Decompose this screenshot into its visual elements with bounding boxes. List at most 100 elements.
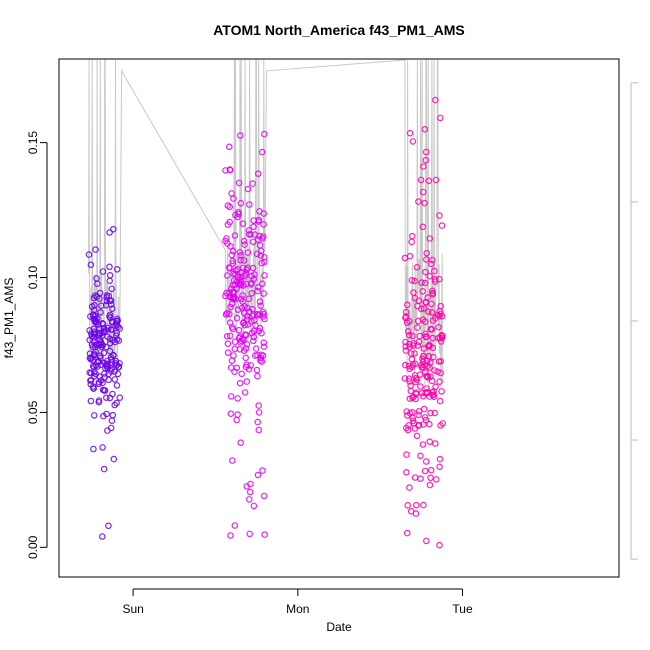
data-point (230, 195, 237, 202)
data-point (238, 337, 245, 345)
data-point (437, 369, 444, 377)
data-point (255, 216, 263, 224)
data-point (229, 457, 236, 464)
data-point (234, 306, 242, 314)
data-point (421, 414, 429, 421)
data-point (106, 347, 114, 355)
data-point (402, 347, 410, 354)
data-point (415, 198, 422, 205)
data-point (256, 298, 264, 306)
data-point (226, 166, 234, 174)
data-point (234, 411, 241, 418)
data-point (432, 176, 440, 184)
data-point (438, 388, 445, 395)
data-point (98, 343, 106, 351)
data-point (228, 300, 236, 308)
x-tick-label: Sun (122, 602, 143, 616)
data-point (421, 279, 429, 287)
data-point (109, 326, 116, 333)
secondary-tick-label: 600 (647, 311, 650, 331)
data-point (409, 138, 417, 145)
data-point (230, 294, 238, 302)
data-point (91, 301, 98, 309)
data-point (250, 223, 257, 231)
data-point (436, 463, 443, 471)
data-point (116, 325, 124, 332)
data-point (87, 313, 94, 320)
data-point (256, 324, 264, 332)
data-point (112, 359, 119, 367)
secondary-tick-label: 400 (647, 192, 650, 212)
data-point (407, 382, 414, 390)
data-point (105, 376, 112, 384)
data-point (106, 335, 114, 343)
data-point (410, 289, 417, 296)
data-point (413, 263, 421, 271)
data-point (105, 292, 113, 300)
data-point (92, 246, 99, 253)
data-point (237, 339, 244, 346)
data-point (90, 363, 98, 371)
data-point (113, 382, 121, 389)
data-point (406, 129, 414, 137)
data-point (235, 326, 243, 334)
data-point (409, 394, 416, 402)
data-point (410, 393, 417, 401)
data-point (259, 352, 267, 360)
data-point (426, 364, 433, 371)
data-point (432, 476, 440, 483)
data-point (113, 399, 120, 407)
data-point (108, 285, 116, 293)
data-point (405, 422, 412, 429)
data-point (246, 201, 253, 208)
data-point (116, 360, 123, 367)
data-point (241, 389, 249, 396)
data-point (228, 357, 236, 365)
data-point (237, 132, 244, 139)
data-point (238, 370, 246, 378)
data-point (243, 483, 251, 490)
data-point (431, 367, 438, 374)
data-point (415, 411, 422, 419)
data-point (110, 455, 118, 463)
data-point (417, 452, 424, 460)
data-point (250, 327, 258, 335)
data-point (98, 302, 105, 310)
data-point (231, 345, 239, 353)
data-point (87, 369, 95, 377)
data-point (438, 331, 445, 339)
data-point (403, 529, 411, 537)
data-point (235, 208, 242, 216)
data-point (423, 249, 431, 257)
data-point (407, 350, 415, 357)
data-point (227, 532, 234, 539)
y-tick-label: 0.05 (26, 400, 40, 424)
data-point (243, 340, 251, 348)
data-point (417, 305, 425, 313)
data-point (431, 440, 439, 447)
data-point (421, 199, 428, 207)
data-point (252, 352, 259, 359)
data-point (235, 179, 243, 187)
data-point (422, 458, 430, 465)
data-point (250, 238, 257, 246)
data-point (421, 361, 428, 369)
data-point (411, 350, 418, 357)
data-point (223, 289, 230, 297)
data-point (92, 348, 99, 356)
data-point (110, 351, 117, 359)
data-point (406, 484, 413, 491)
data-point (412, 374, 420, 382)
data-point (409, 342, 417, 349)
data-point (97, 338, 105, 346)
data-point (422, 268, 429, 276)
data-point (227, 364, 235, 371)
data-point (426, 235, 434, 242)
data-point (415, 297, 423, 305)
data-point (229, 260, 237, 267)
y-axis-label: f43_PM1_AMS (2, 278, 16, 359)
data-point (412, 510, 420, 517)
data-point (227, 285, 235, 293)
data-point (246, 488, 254, 496)
data-point (114, 370, 122, 378)
